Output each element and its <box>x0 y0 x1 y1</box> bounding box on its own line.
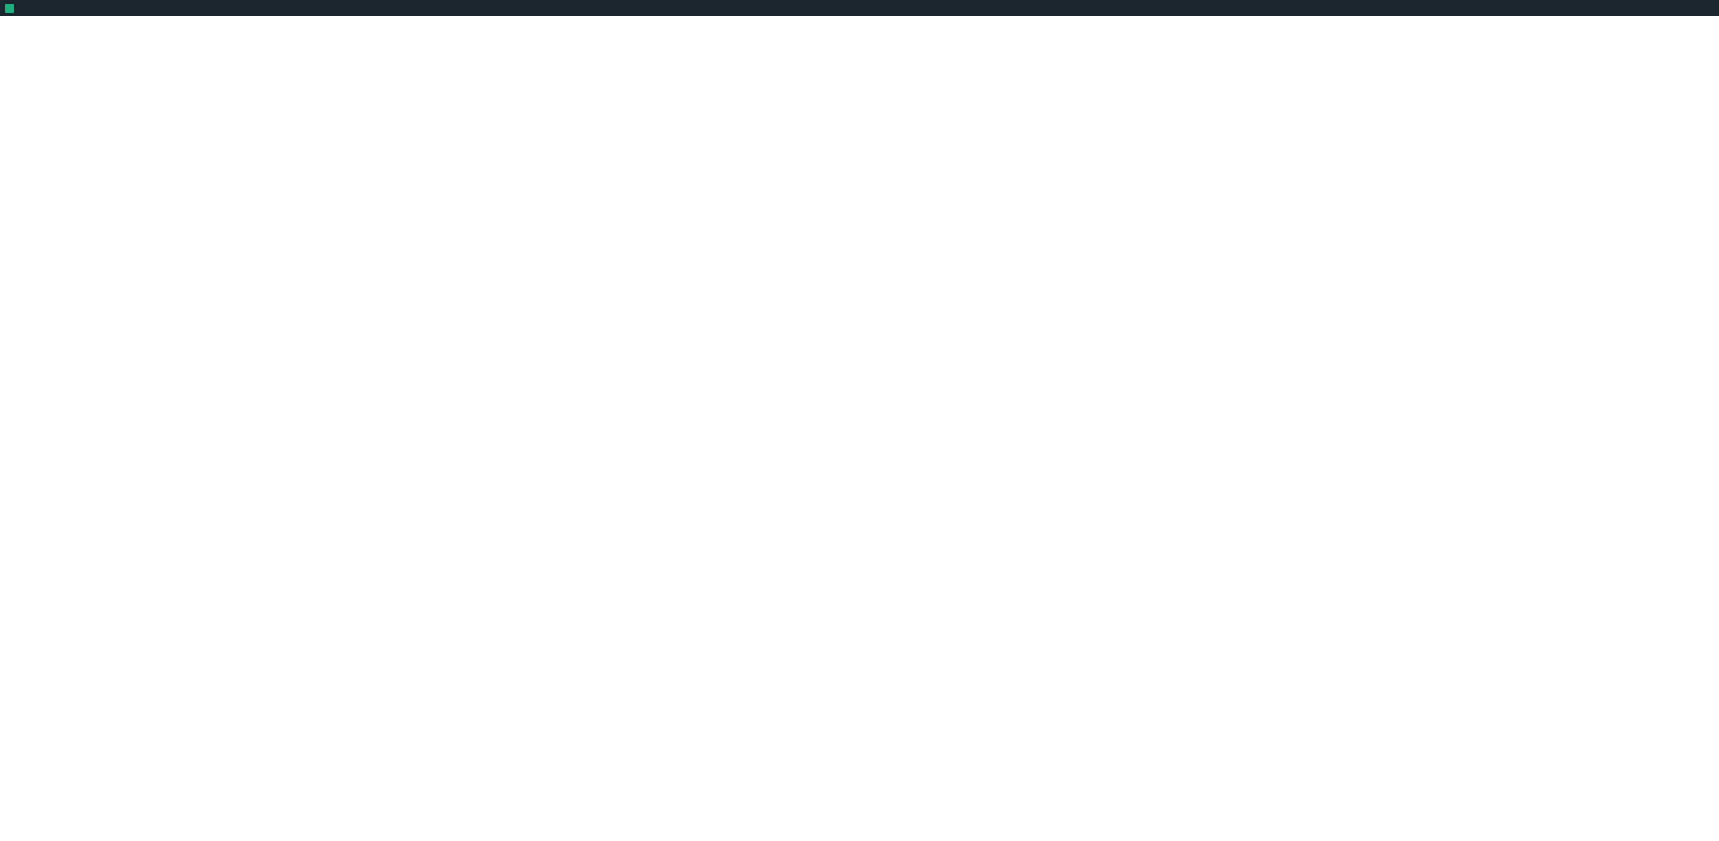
chart-area[interactable] <box>0 16 1719 841</box>
chart-canvas[interactable] <box>0 16 1719 841</box>
chart-titlebar <box>0 0 1719 16</box>
chart-icon <box>5 3 14 13</box>
